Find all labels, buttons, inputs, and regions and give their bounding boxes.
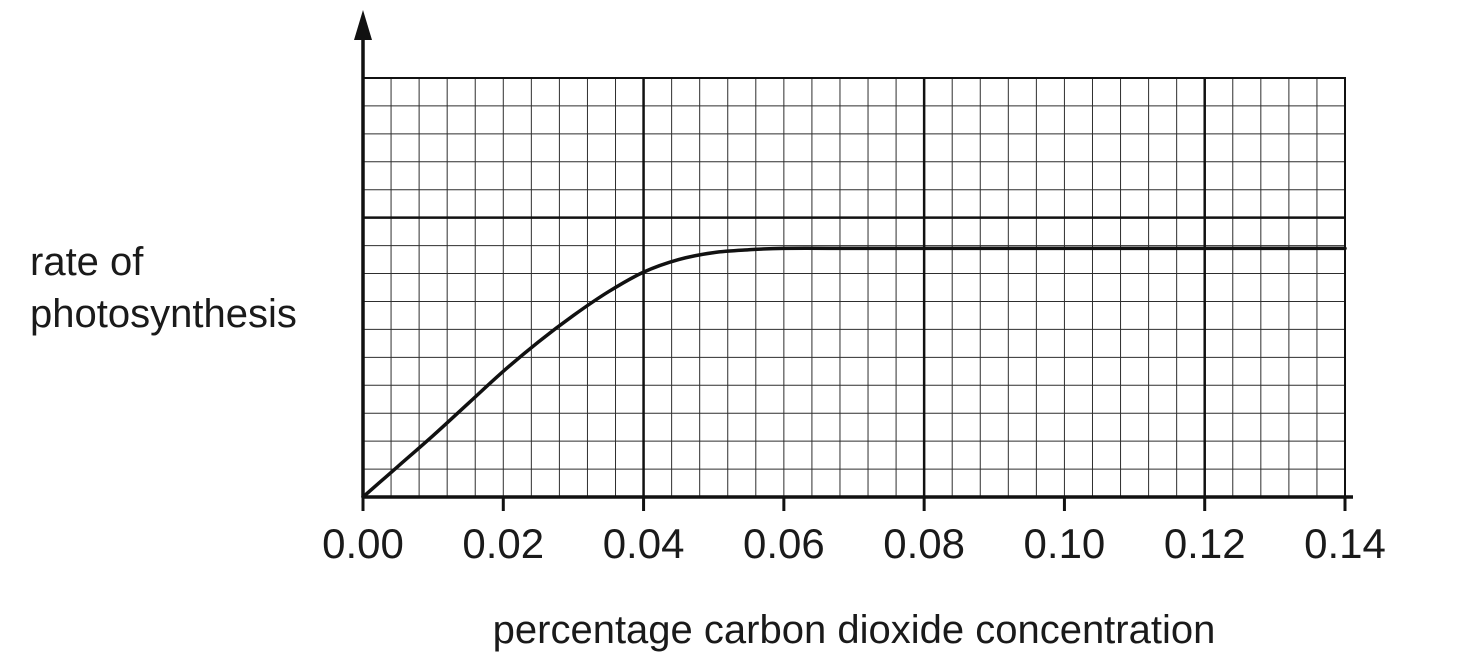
x-axis-label: percentage carbon dioxide concentration	[492, 608, 1216, 652]
x-tick-label: 0.08	[883, 520, 965, 567]
x-tick-label: 0.10	[1024, 520, 1106, 567]
y-axis-label: rate of photosynthesis	[30, 240, 297, 336]
x-tick-label: 0.02	[462, 520, 544, 567]
x-tick-label: 0.12	[1164, 520, 1246, 567]
data-curve	[361, 246, 1347, 499]
x-tick-label: 0.06	[743, 520, 825, 567]
x-tick-label: 0.00	[322, 520, 404, 567]
x-tick-label: 0.14	[1304, 520, 1386, 567]
grid-border	[362, 77, 1346, 498]
y-axis-arrow-icon	[354, 10, 372, 40]
x-tick-label: 0.04	[603, 520, 685, 567]
